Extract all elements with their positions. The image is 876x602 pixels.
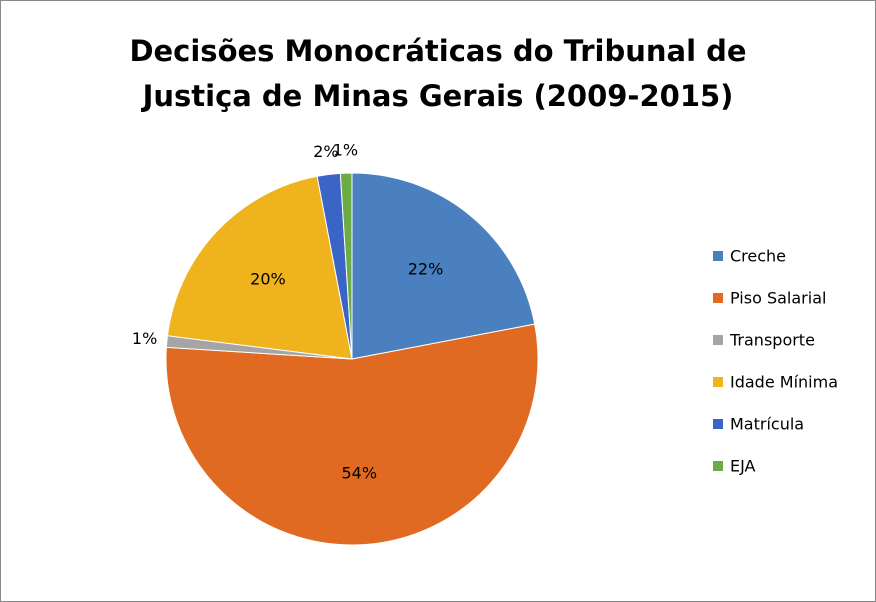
- legend-swatch: [713, 419, 723, 429]
- legend-label: Matrícula: [730, 415, 804, 434]
- pie-slice: [165, 323, 539, 546]
- legend-label: EJA: [730, 457, 756, 476]
- data-label: 20%: [250, 270, 286, 289]
- legend-swatch: [713, 461, 723, 471]
- legend-label: Transporte: [729, 331, 815, 350]
- pie-slice: [339, 172, 353, 360]
- legend-label: Idade Mínima: [730, 373, 838, 392]
- pie-slice: [351, 172, 536, 360]
- legend-swatch: [713, 251, 723, 261]
- legend-swatch: [713, 377, 723, 387]
- data-label: 1%: [333, 140, 358, 159]
- data-label: 1%: [132, 329, 157, 348]
- pie-slice: [166, 175, 353, 360]
- legend-label: Piso Salarial: [730, 289, 826, 308]
- data-label: 54%: [341, 464, 377, 483]
- legend-swatch: [713, 293, 723, 303]
- legend-swatch: [713, 335, 723, 345]
- chart-title: Decisões Monocráticas do Tribunal de Jus…: [129, 34, 747, 113]
- data-label: 2%: [313, 142, 338, 161]
- data-label: 22%: [408, 260, 444, 279]
- legend-label: Creche: [730, 247, 786, 266]
